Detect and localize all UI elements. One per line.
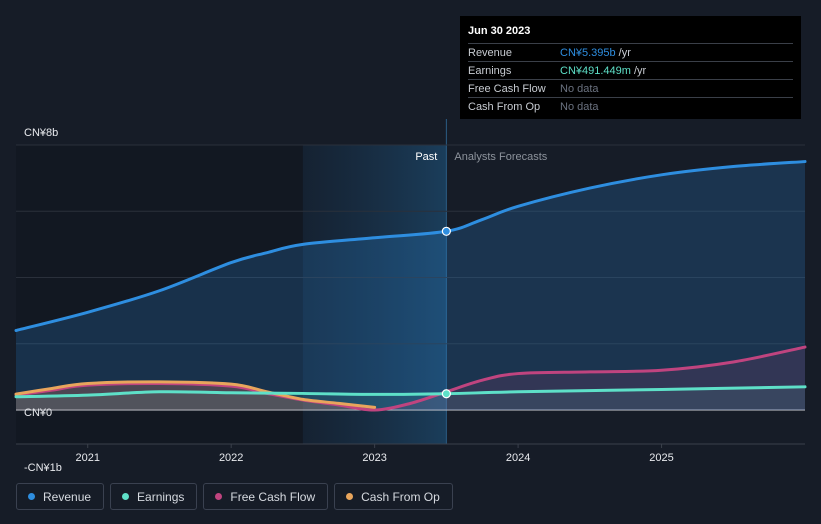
x-tick-label: 2023 bbox=[362, 452, 386, 464]
tooltip-row-fcf: Free Cash Flow No data bbox=[468, 79, 793, 97]
past-label: Past bbox=[415, 151, 437, 163]
earnings-highlight-point bbox=[441, 389, 451, 399]
legend-item-free-cash-flow[interactable]: Free Cash Flow bbox=[203, 483, 329, 510]
tooltip-date: Jun 30 2023 bbox=[468, 25, 531, 37]
revenue-line bbox=[14, 160, 807, 332]
legend-label: Free Cash Flow bbox=[230, 489, 316, 504]
tooltip-row-earnings: Earnings CN¥491.449m /yr bbox=[468, 61, 793, 79]
legend-dot-icon bbox=[346, 493, 354, 500]
x-tick-label: 2024 bbox=[506, 452, 530, 464]
y-tick-label: -CN¥1b bbox=[24, 462, 62, 474]
x-tick-label: 2022 bbox=[219, 452, 243, 464]
y-tick-label: CN¥8b bbox=[24, 127, 58, 139]
tooltip: Jun 30 2023 Revenue CN¥5.395b /yr Earnin… bbox=[460, 16, 801, 119]
legend-item-cash-from-op[interactable]: Cash From Op bbox=[334, 483, 453, 510]
legend-item-revenue[interactable]: Revenue bbox=[16, 483, 105, 510]
legend-dot-icon bbox=[28, 493, 35, 500]
legend-label: Cash From Op bbox=[361, 489, 440, 504]
tooltip-label: Free Cash Flow bbox=[468, 82, 546, 95]
tooltip-row-revenue: Revenue CN¥5.395b /yr bbox=[468, 43, 793, 61]
x-tick-label: 2025 bbox=[649, 452, 673, 464]
tooltip-label: Revenue bbox=[468, 46, 513, 59]
legend-dot-icon bbox=[215, 493, 223, 500]
free-cash-flow-area bbox=[16, 347, 805, 411]
legend-label: Revenue bbox=[43, 489, 92, 504]
tooltip-value: No data bbox=[560, 100, 599, 113]
legend-item-earnings[interactable]: Earnings bbox=[110, 483, 198, 510]
tooltip-unit: /yr bbox=[633, 64, 647, 77]
y-tick-label: CN¥0 bbox=[24, 407, 52, 419]
tooltip-label: Cash From Op bbox=[468, 100, 541, 113]
legend-dot-icon bbox=[122, 493, 130, 500]
revenue-area bbox=[16, 161, 805, 410]
legend: Revenue Earnings Free Cash Flow Cash Fro… bbox=[16, 483, 453, 510]
revenue-highlight-point bbox=[441, 226, 451, 236]
cash-from-op-area bbox=[16, 381, 375, 410]
earnings-line bbox=[14, 385, 807, 399]
cash-from-op-line bbox=[14, 380, 377, 409]
tooltip-label: Earnings bbox=[468, 64, 512, 77]
tooltip-unit: /yr bbox=[618, 46, 631, 59]
free-cash-flow-line bbox=[14, 345, 807, 412]
x-tick-label: 2021 bbox=[75, 452, 99, 464]
legend-label: Earnings bbox=[137, 489, 185, 504]
forecast-label: Analysts Forecasts bbox=[454, 151, 547, 163]
tooltip-value: CN¥5.395b bbox=[560, 46, 616, 59]
tooltip-value: No data bbox=[560, 82, 599, 95]
tooltip-value: CN¥491.449m bbox=[560, 64, 631, 77]
tooltip-row-cfo: Cash From Op No data bbox=[468, 97, 793, 115]
